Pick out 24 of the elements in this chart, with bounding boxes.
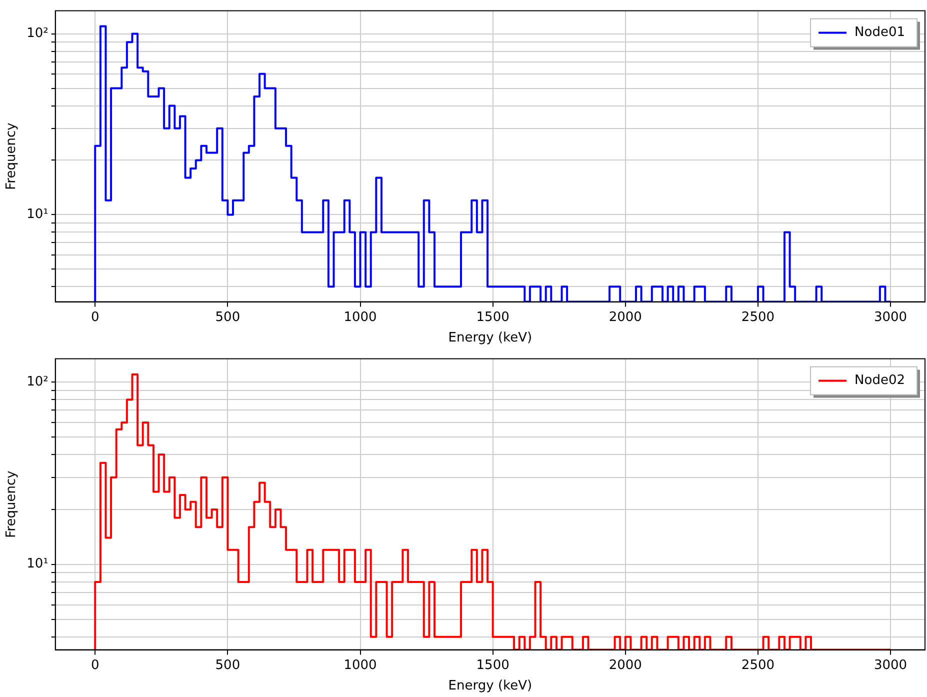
x-tick-label: 3000 [874, 658, 908, 673]
x-tick-label: 1500 [476, 310, 510, 325]
y-axis-title: Frequency [4, 122, 20, 190]
y-tick-label: 10² [26, 374, 48, 390]
x-tick-label: 1000 [344, 658, 377, 673]
legend-label: Node01 [854, 25, 906, 40]
x-tick-label: 2000 [608, 658, 642, 673]
x-axis-title: Energy (keV) [448, 330, 532, 346]
y-tick-label: 10² [26, 26, 48, 42]
y-tick-label: 10¹ [26, 556, 48, 572]
x-tick-label: 2000 [608, 310, 642, 325]
y-axis-title: Frequency [4, 470, 20, 538]
x-tick-label: 1000 [344, 310, 377, 325]
x-tick-label: 3000 [874, 310, 908, 325]
y-tick-label: 10¹ [26, 207, 48, 222]
x-tick-label: 2500 [741, 658, 775, 673]
x-tick-label: 500 [215, 310, 240, 325]
x-tick-label: 0 [90, 310, 100, 325]
x-tick-label: 0 [90, 658, 100, 673]
legend-label: Node02 [854, 373, 906, 388]
x-tick-label: 1500 [476, 658, 510, 673]
x-tick-label: 500 [215, 658, 240, 673]
x-tick-label: 2500 [741, 310, 775, 325]
x-axis-title: Energy (keV) [448, 678, 532, 694]
